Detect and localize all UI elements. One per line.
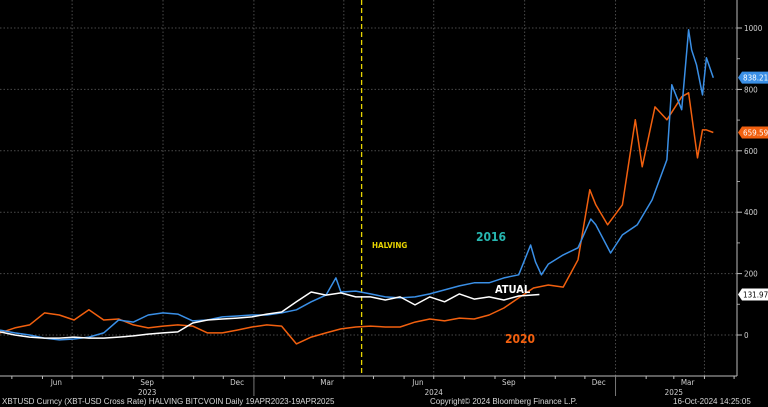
annotation-2016: 2016 bbox=[476, 230, 506, 244]
last-value-tag bbox=[738, 288, 768, 301]
y-tick-label: 1000 bbox=[744, 24, 763, 33]
footer-timestamp: 16-Oct-2024 14:25:05 bbox=[673, 397, 751, 406]
annotation-atual: ATUAL bbox=[495, 283, 531, 296]
last-value-tag bbox=[738, 126, 768, 139]
last-value-label: 838.21 bbox=[743, 74, 768, 83]
x-month-label: Mar bbox=[681, 378, 695, 387]
footer-copyright: Copyright© 2024 Bloomberg Finance L.P. bbox=[430, 397, 578, 406]
last-value-label: 131.97 bbox=[743, 290, 768, 299]
series-line-2020 bbox=[0, 92, 714, 345]
x-month-label: Sep bbox=[502, 378, 516, 387]
last-value-label: 659.59 bbox=[743, 129, 768, 138]
footer-security-description: XBTUSD Curncy (XBT-USD Cross Rate) HALVI… bbox=[2, 397, 335, 406]
x-year-label: 2025 bbox=[665, 388, 683, 397]
x-month-label: Mar bbox=[320, 378, 334, 387]
x-month-label: Sep bbox=[140, 378, 154, 387]
annotation-2020: 2020 bbox=[505, 332, 535, 346]
x-month-label: Jun bbox=[50, 378, 62, 387]
y-tick-label: 800 bbox=[744, 85, 758, 94]
series-line-2016 bbox=[0, 29, 715, 341]
x-month-label: Dec bbox=[592, 378, 606, 387]
x-year-label: 2023 bbox=[138, 388, 156, 397]
y-tick-label: 200 bbox=[744, 270, 758, 279]
annotation-halving: HALVING bbox=[372, 241, 407, 250]
series-line-atual bbox=[0, 291, 540, 339]
last-value-tag bbox=[738, 71, 768, 84]
x-year-label: 2024 bbox=[425, 388, 444, 397]
x-month-label: Dec bbox=[230, 378, 244, 387]
y-tick-label: 600 bbox=[744, 147, 758, 156]
x-month-label: Jun bbox=[411, 378, 423, 387]
y-tick-label: 400 bbox=[744, 208, 758, 217]
y-tick-label: 0 bbox=[744, 331, 749, 340]
